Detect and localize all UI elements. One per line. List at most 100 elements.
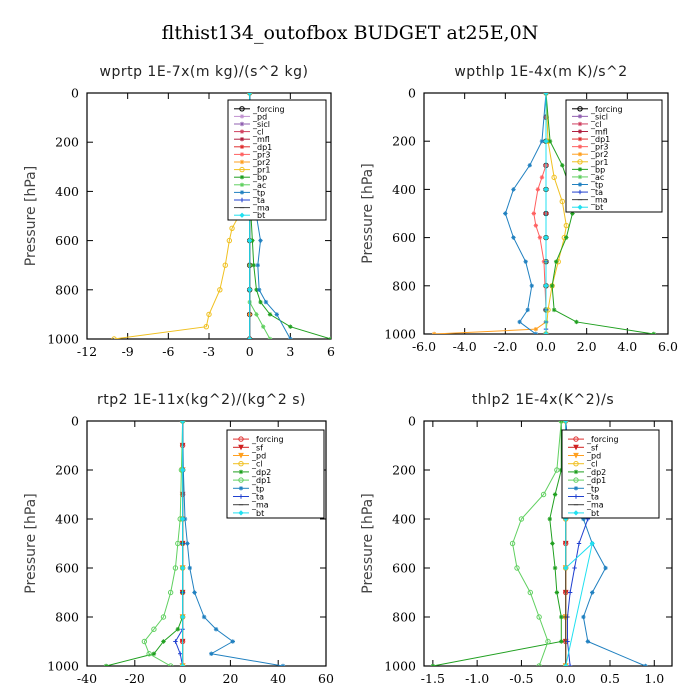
data-point xyxy=(563,663,569,666)
legend-marker xyxy=(238,469,244,475)
legend-label: _bt xyxy=(251,509,264,518)
data-point xyxy=(179,421,186,424)
data-point xyxy=(511,235,516,240)
data-point xyxy=(247,287,253,293)
legend-marker xyxy=(238,444,244,451)
data-point xyxy=(559,198,565,205)
legend-label: _tp xyxy=(590,181,603,190)
legend-marker xyxy=(573,510,579,516)
y-tick-label: 400 xyxy=(392,182,416,197)
legend-label: _sf xyxy=(251,443,263,452)
y-tick-label: 800 xyxy=(55,610,79,625)
legend-label: _forcing xyxy=(586,435,619,444)
series-bt xyxy=(543,93,549,334)
legend-box xyxy=(561,429,660,519)
legend-marker xyxy=(239,106,245,112)
legend-label: _pr3 xyxy=(252,150,270,159)
data-point xyxy=(553,259,559,264)
series-bt xyxy=(179,421,186,666)
data-point xyxy=(537,235,543,240)
legend-label: _cl xyxy=(251,460,263,469)
legend-label: _bt xyxy=(252,211,265,220)
data-point xyxy=(527,589,533,596)
data-point xyxy=(511,187,516,192)
legend-label: _cl xyxy=(590,120,602,129)
x-tick-label: -1.0 xyxy=(465,671,489,686)
legend-box xyxy=(565,99,663,213)
x-tick-label: 4.0 xyxy=(617,339,637,354)
legend-label: _pd xyxy=(251,452,266,461)
data-point xyxy=(559,467,564,473)
legend-marker xyxy=(577,129,583,134)
y-tick-label: 1000 xyxy=(47,659,79,674)
legend-label: _pr1 xyxy=(590,158,608,167)
data-point xyxy=(560,163,565,168)
y-tick-label: 1000 xyxy=(384,327,416,342)
legend-marker xyxy=(238,510,244,516)
x-tick-label: -6.0 xyxy=(412,339,436,354)
series-line xyxy=(432,421,562,666)
y-axis-label: Pressure [hPa] xyxy=(23,166,39,266)
series-line xyxy=(512,421,562,666)
data-point xyxy=(539,139,545,144)
legend-label: _mfl xyxy=(252,135,270,144)
data-point xyxy=(585,639,591,644)
legend-label: _bt xyxy=(590,203,603,212)
legend-marker xyxy=(577,167,583,172)
data-point xyxy=(549,283,555,288)
data-point xyxy=(517,319,522,325)
y-tick-label: 600 xyxy=(392,561,416,576)
x-tick-label: 2.0 xyxy=(577,339,597,354)
legend-label: _pr3 xyxy=(590,143,608,152)
x-tick-label: -9 xyxy=(122,344,134,359)
plot-frame xyxy=(86,420,327,667)
series-line xyxy=(545,93,567,334)
legend-label: _ta xyxy=(252,196,265,205)
data-point xyxy=(288,324,293,329)
data-point xyxy=(274,312,279,317)
data-point xyxy=(503,211,508,216)
data-point xyxy=(111,336,117,339)
legend-label: _ta xyxy=(586,493,599,502)
data-point xyxy=(543,93,549,96)
legend-marker xyxy=(577,121,583,127)
legend-label: _bt xyxy=(586,509,599,518)
chart-panel-4: thlp2 1E-4x(K^2)/s Pressure [hPa] -1.5 -1.0… xyxy=(360,392,673,686)
data-point xyxy=(550,541,555,546)
x-tick-label: 60 xyxy=(318,671,334,686)
panel-title: wprtp 1E-7x(m kg)/(s^2 kg) xyxy=(100,64,309,80)
data-point xyxy=(258,238,263,243)
data-point xyxy=(581,516,586,522)
data-point xyxy=(179,467,186,473)
data-point xyxy=(533,326,539,332)
data-point xyxy=(551,174,557,181)
legend-marker xyxy=(238,461,244,467)
data-point xyxy=(151,626,157,632)
legend-marker xyxy=(573,461,579,467)
y-tick-label: 0 xyxy=(408,414,416,429)
y-tick-label: 400 xyxy=(55,512,79,527)
data-point xyxy=(209,651,214,656)
legend-marker xyxy=(577,159,583,165)
data-point xyxy=(256,287,262,292)
data-point xyxy=(229,225,235,232)
data-point xyxy=(554,590,560,595)
chart-panel-1: wprtp 1E-7x(m kg)/(s^2 kg) Pressure [hPa]… xyxy=(23,64,335,359)
legend-label: _ta xyxy=(590,188,603,197)
data-point xyxy=(146,651,152,657)
data-point xyxy=(509,540,516,547)
legend-label: _dp2 xyxy=(586,468,606,477)
legend-marker xyxy=(239,144,245,149)
data-point xyxy=(547,516,552,522)
data-point xyxy=(563,421,569,424)
data-point xyxy=(175,540,181,547)
x-tick-label: 0 xyxy=(179,671,187,686)
x-tick-label: -12 xyxy=(77,344,97,359)
series-dp2 xyxy=(103,421,185,666)
legend-label: _ta xyxy=(251,493,264,502)
legend-label: _sf xyxy=(586,443,598,452)
legend-box xyxy=(226,429,325,519)
legend-marker xyxy=(577,106,583,112)
data-point xyxy=(539,175,545,180)
y-tick-label: 1000 xyxy=(384,659,416,674)
